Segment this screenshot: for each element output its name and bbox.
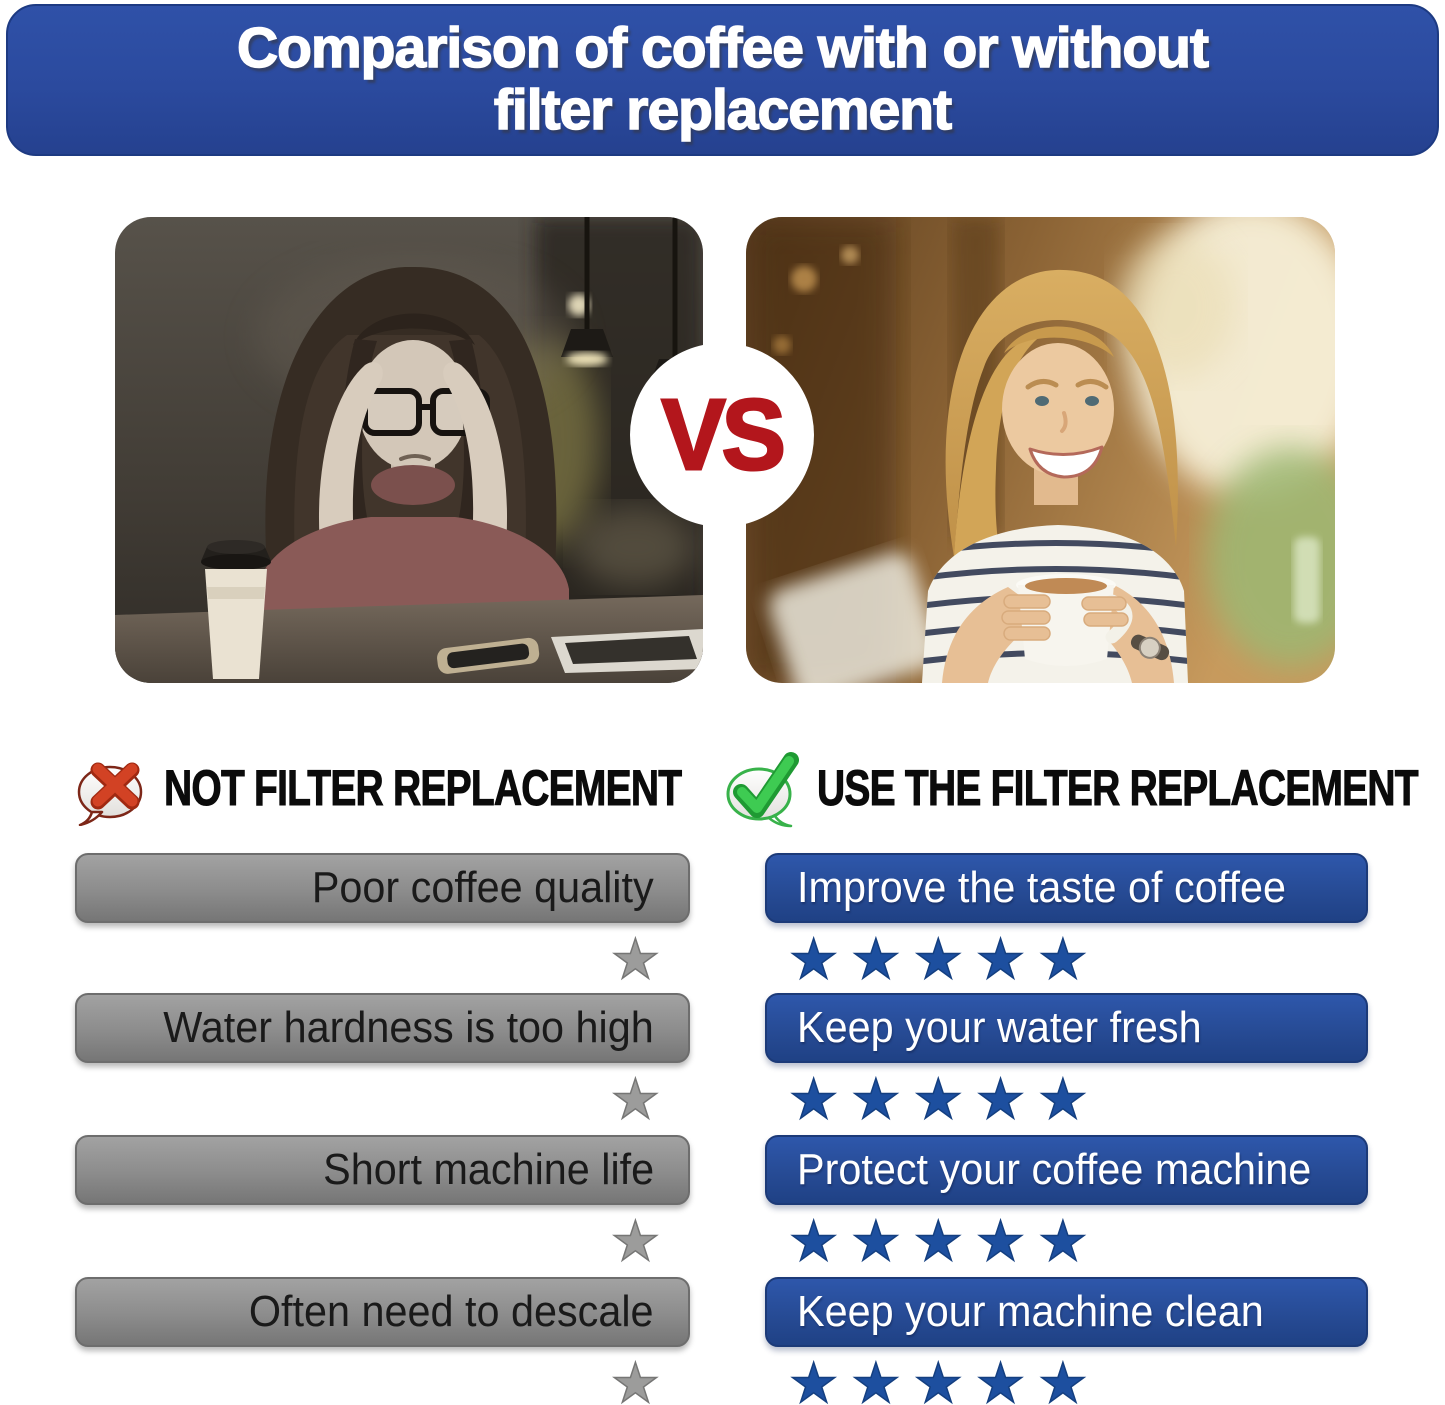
positive-star-rating: ★★★★★	[788, 1067, 1101, 1131]
happy-woman-photo	[746, 217, 1335, 683]
positive-star-rating: ★★★★★	[788, 1209, 1101, 1273]
check-speech-bubble-icon	[726, 752, 799, 828]
page-title-line-1: Comparison of coffee with or without	[236, 16, 1209, 81]
negative-star-rating: ★	[610, 1351, 661, 1405]
negative-text: Often need to descale	[249, 1287, 654, 1336]
negative-text: Water hardness is too high	[163, 1003, 654, 1052]
title-banner: Comparison of coffee with or without fil…	[6, 4, 1439, 156]
negative-bar: Poor coffee quality	[75, 853, 690, 923]
positive-star-rating: ★★★★★	[788, 927, 1101, 991]
negative-star-rating: ★	[610, 927, 661, 991]
column-label-positive: USE THE FILTER REPLACEMENT	[817, 760, 1419, 817]
positive-bar: Keep your water fresh	[765, 993, 1368, 1063]
negative-text: Short machine life	[322, 1145, 654, 1194]
photo-without-filter	[115, 217, 703, 683]
vs-label: VS	[660, 377, 787, 492]
negative-bar: Water hardness is too high	[75, 993, 690, 1063]
comparison-row: Water hardness is too high Keep your wat…	[0, 993, 1445, 1133]
positive-star-rating: ★★★★★	[788, 1351, 1101, 1405]
positive-text: Improve the taste of coffee	[797, 863, 1286, 912]
positive-text: Keep your water fresh	[797, 1003, 1202, 1052]
negative-text: Poor coffee quality	[312, 863, 654, 912]
page-title-line-2: filter replacement	[493, 78, 953, 142]
positive-bar: Protect your coffee machine	[765, 1135, 1368, 1205]
positive-bar: Improve the taste of coffee	[765, 853, 1368, 923]
column-label-negative: NOT FILTER REPLACEMENT	[164, 760, 683, 817]
comparison-row: Short machine life Protect your coffee m…	[0, 1135, 1445, 1275]
stressed-woman-photo	[115, 217, 703, 683]
column-header-negative: NOT FILTER REPLACEMENT	[76, 742, 827, 834]
negative-bar: Often need to descale	[75, 1277, 690, 1347]
photo-with-filter	[746, 217, 1335, 683]
negative-star-rating: ★	[610, 1209, 661, 1273]
negative-star-rating: ★	[610, 1067, 661, 1131]
positive-text: Keep your machine clean	[797, 1287, 1264, 1336]
positive-text: Protect your coffee machine	[797, 1145, 1312, 1194]
x-speech-bubble-icon	[77, 762, 143, 826]
comparison-row: Poor coffee quality Improve the taste of…	[0, 853, 1445, 993]
comparison-row: Often need to descale Keep your machine …	[0, 1277, 1445, 1405]
negative-bar: Short machine life	[75, 1135, 690, 1205]
positive-bar: Keep your machine clean	[765, 1277, 1368, 1347]
vs-badge: VS	[630, 343, 814, 527]
column-header-positive: USE THE FILTER REPLACEMENT	[725, 742, 1445, 834]
